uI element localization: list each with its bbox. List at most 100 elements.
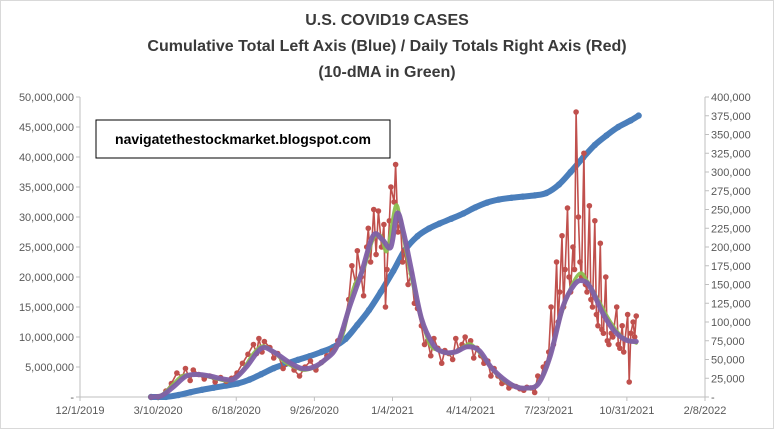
cumulative-point bbox=[210, 384, 217, 391]
cumulative-point bbox=[306, 353, 313, 360]
daily-point bbox=[620, 349, 627, 355]
cumulative-point bbox=[635, 112, 642, 119]
cumulative-point bbox=[591, 141, 599, 149]
y-right-tick-label: 100,000 bbox=[711, 317, 751, 329]
y-right-tick-label: 25,000 bbox=[711, 373, 745, 385]
daily-point bbox=[349, 262, 355, 269]
daily-point bbox=[581, 150, 587, 157]
daily-point bbox=[239, 360, 246, 367]
daily-point bbox=[556, 289, 563, 295]
daily-point bbox=[370, 206, 377, 213]
daily-point bbox=[595, 322, 601, 329]
cumulative-point bbox=[555, 181, 563, 188]
daily-point bbox=[577, 259, 583, 265]
daily-point bbox=[597, 240, 604, 247]
cumulative-point bbox=[175, 391, 182, 399]
x-tick-label: 9/26/2020 bbox=[290, 405, 339, 417]
annotation-box bbox=[95, 119, 391, 159]
y-right-tick-label: 300,000 bbox=[711, 167, 751, 179]
daily-point bbox=[573, 109, 579, 115]
chart-subtitle-line-2: (10-dMA in Green) bbox=[318, 64, 455, 81]
moving-average-line bbox=[148, 210, 639, 400]
cumulative-point bbox=[531, 192, 538, 199]
daily-point bbox=[462, 334, 468, 340]
x-tick-label: 2/8/2022 bbox=[684, 405, 727, 417]
daily-point bbox=[610, 334, 616, 340]
daily-point bbox=[392, 161, 399, 168]
cumulative-point bbox=[186, 389, 194, 396]
daily-point bbox=[250, 341, 257, 348]
axes: - 5,000,000 10,000,000 15,000,000 20,000,000… bbox=[19, 92, 751, 417]
daily-point bbox=[589, 304, 596, 310]
cumulative-point bbox=[365, 306, 373, 314]
daily-point bbox=[613, 304, 620, 310]
daily-point bbox=[256, 335, 262, 342]
y-right-tick-label: 400,000 bbox=[711, 92, 751, 104]
y-left-tick-label: 20,000,000 bbox=[19, 272, 74, 284]
y-right-tick-label: 275,000 bbox=[711, 186, 751, 198]
cumulative-point bbox=[294, 356, 302, 363]
daily-point bbox=[367, 259, 374, 265]
x-tick-label: 12/1/2019 bbox=[56, 405, 105, 417]
x-tick-label: 4/14/2021 bbox=[446, 405, 495, 417]
cumulative-point bbox=[270, 365, 277, 372]
daily-point bbox=[631, 334, 638, 340]
daily-point bbox=[296, 373, 303, 379]
cumulative-point bbox=[495, 196, 502, 203]
daily-point bbox=[553, 259, 560, 265]
daily-point bbox=[384, 266, 390, 273]
daily-point bbox=[382, 304, 389, 310]
cumulative-point bbox=[543, 189, 550, 197]
daily-point bbox=[575, 214, 582, 220]
daily-point bbox=[593, 311, 600, 318]
daily-point bbox=[571, 266, 578, 273]
x-tick-label: 3/10/2020 bbox=[134, 405, 183, 417]
cumulative-point bbox=[318, 348, 325, 356]
cumulative-point bbox=[222, 382, 230, 389]
cumulative-point bbox=[567, 168, 574, 176]
daily-point bbox=[190, 367, 197, 373]
cumulative-point bbox=[603, 132, 610, 139]
daily-point bbox=[354, 247, 361, 254]
x-tick-label: 7/23/2021 bbox=[524, 405, 573, 417]
daily-point bbox=[606, 341, 612, 348]
y-left-tick-label: 50,000,000 bbox=[19, 92, 74, 104]
daily-point bbox=[602, 274, 609, 280]
daily-point bbox=[531, 389, 538, 396]
x-tick-label: 10/31/2021 bbox=[599, 405, 654, 417]
cumulative-point bbox=[447, 215, 455, 222]
x-tick-label: 6/18/2020 bbox=[212, 405, 261, 417]
daily-point bbox=[280, 365, 286, 372]
daily-point bbox=[584, 289, 590, 295]
y-right-tick-label: 150,000 bbox=[711, 280, 751, 292]
cumulative-point bbox=[354, 321, 361, 329]
cumulative-point bbox=[472, 204, 479, 211]
x-tick-label: 1/4/2021 bbox=[371, 405, 414, 417]
cumulative-point bbox=[246, 376, 253, 383]
cumulative-point bbox=[234, 380, 242, 387]
daily-point bbox=[449, 356, 456, 363]
y-right-tick-label: 325,000 bbox=[711, 148, 751, 160]
daily-point bbox=[566, 274, 572, 280]
cumulative-point bbox=[508, 194, 515, 201]
daily-point bbox=[624, 311, 631, 318]
cumulative-point bbox=[342, 335, 349, 342]
y-left-tick-label: 15,000,000 bbox=[19, 302, 74, 314]
y-right-tick-label: 125,000 bbox=[711, 298, 751, 310]
cumulative-point bbox=[258, 371, 265, 378]
cumulative-point bbox=[198, 386, 206, 393]
y-left-tick-label: 35,000,000 bbox=[19, 182, 74, 194]
daily-point bbox=[365, 225, 372, 232]
daily-point bbox=[470, 355, 477, 361]
annotation-url: navigatethestockmarket.blogspot.com bbox=[115, 131, 371, 147]
cumulative-point bbox=[483, 199, 491, 206]
daily-point bbox=[261, 338, 268, 345]
cumulative-point bbox=[519, 193, 527, 200]
daily-point bbox=[562, 266, 568, 273]
cumulative-point bbox=[436, 220, 443, 227]
daily-point bbox=[381, 221, 387, 228]
y-right-tick-label: 200,000 bbox=[711, 242, 751, 254]
daily-point bbox=[375, 208, 382, 214]
daily-point bbox=[559, 232, 565, 239]
